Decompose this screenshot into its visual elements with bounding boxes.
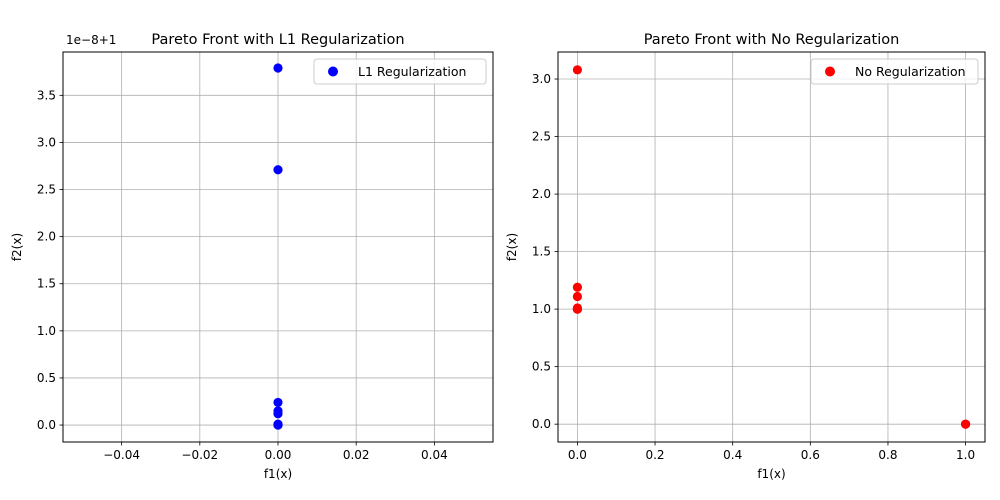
tick-marks: 0.0 0.2 0.4 0.6 0.8 1.0 0.0 0.5 1.0 1.5 2.0 2.5 3.0 <box>532 72 975 462</box>
data-point <box>273 165 283 175</box>
legend-marker <box>328 66 338 77</box>
y-tick-label: 2.0 <box>37 230 56 244</box>
scatter-points <box>572 65 971 429</box>
legend-box <box>810 58 979 85</box>
legend-label: No Regularization <box>855 64 966 79</box>
grid-lines <box>558 52 985 442</box>
data-point <box>273 63 283 73</box>
data-point <box>273 409 283 419</box>
x-tick-label: 0.6 <box>801 448 820 462</box>
y-tick-label: 1.5 <box>532 245 551 259</box>
y-axis-label: f2(x) <box>10 233 24 261</box>
plot-l1-regularization: −0.04 −0.02 0.00 0.02 0.04 0.0 0.5 1.0 1.5 2.0 2.5… <box>10 32 494 481</box>
y-axis-label: f2(x) <box>505 233 519 261</box>
chart-title: Pareto Front with L1 Regularization <box>151 32 404 48</box>
scatter-points <box>273 63 283 430</box>
y-tick-label: 2.5 <box>37 183 56 197</box>
x-tick-label: 0.04 <box>421 448 448 462</box>
chart-title: Pareto Front with No Regularization <box>644 32 900 48</box>
y-tick-label: 3.5 <box>37 88 56 102</box>
legend-box <box>313 58 487 85</box>
y-tick-label: 0.0 <box>37 418 56 432</box>
x-tick-label: 0.0 <box>568 448 587 462</box>
data-point <box>273 420 283 430</box>
y-tick-label: 3.0 <box>37 135 56 149</box>
axes-frame <box>557 51 986 443</box>
data-point <box>572 304 583 314</box>
x-axis-label: f1(x) <box>264 467 292 481</box>
data-point <box>572 282 583 292</box>
y-tick-label: 1.0 <box>532 302 551 316</box>
y-tick-label: 3.0 <box>532 72 551 86</box>
x-tick-label: 0.02 <box>343 448 370 462</box>
x-tick-label: 0.8 <box>878 448 897 462</box>
data-point <box>572 65 583 75</box>
y-tick-label: 0.5 <box>532 360 551 374</box>
x-tick-label: 0.2 <box>645 448 664 462</box>
y-tick-label: 1.0 <box>37 324 56 338</box>
legend: L1 Regularization <box>313 58 487 85</box>
data-point <box>273 397 283 408</box>
y-tick-label: 2.0 <box>532 187 551 201</box>
x-axis-label: f1(x) <box>757 467 785 481</box>
x-tick-label: 0.00 <box>265 448 292 462</box>
tick-marks: −0.04 −0.02 0.00 0.02 0.04 0.0 0.5 1.0 1.5 2.0 2.5… <box>37 88 448 462</box>
y-offset-text: 1e−8+1 <box>66 33 116 47</box>
grid-lines <box>63 52 493 442</box>
y-tick-label: 1.5 <box>37 277 56 291</box>
data-point <box>572 291 583 302</box>
data-point <box>960 419 971 429</box>
x-tick-label: −0.04 <box>103 448 140 462</box>
x-tick-label: 0.4 <box>723 448 742 462</box>
y-tick-label: 0.5 <box>37 371 56 385</box>
y-tick-label: 0.0 <box>532 417 551 431</box>
legend-label: L1 Regularization <box>358 64 466 79</box>
y-tick-label: 2.5 <box>532 130 551 144</box>
legend: No Regularization <box>810 58 979 85</box>
legend-marker <box>825 66 835 77</box>
plot-no-regularization: 0.0 0.2 0.4 0.6 0.8 1.00.00.51.01.52.02.53.0 … <box>505 32 986 481</box>
x-tick-label: 1.0 <box>956 448 975 462</box>
x-tick-label: −0.02 <box>181 448 218 462</box>
